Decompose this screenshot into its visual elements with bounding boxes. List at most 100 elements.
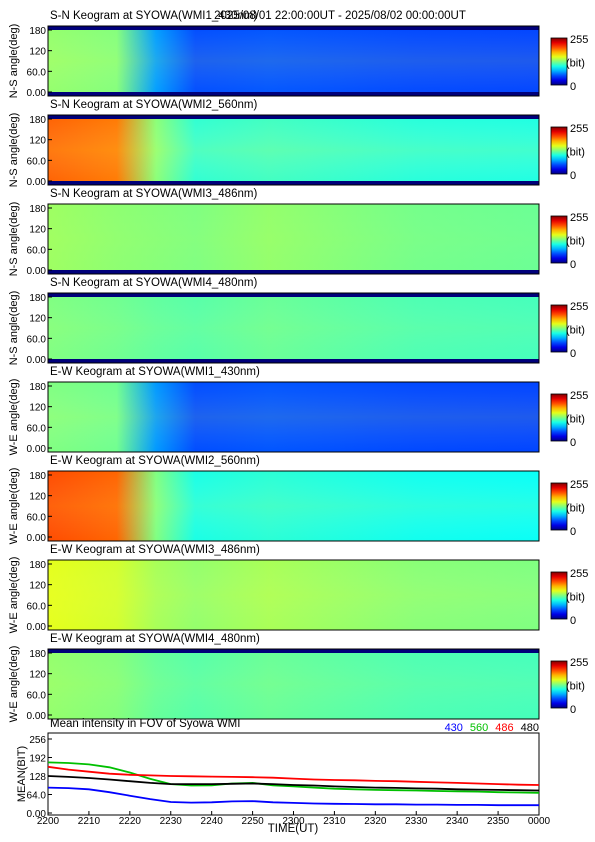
keogram-ylabel: W-E angle(deg) — [8, 379, 20, 456]
y-tick-label: 0.00 — [27, 444, 47, 455]
y-tick-label: 180 — [29, 293, 46, 304]
colorbar-unit-label: (bit) — [566, 147, 585, 159]
y-tick-label: 256 — [29, 735, 46, 746]
y-tick-label: 60.0 — [27, 334, 47, 345]
y-tick-label: 60.0 — [27, 423, 47, 434]
time-range-header: 2025/08/01 22:00:00UT - 2025/08/02 00:00… — [214, 10, 466, 22]
colorbar-max-label: 255 — [570, 390, 588, 402]
chart-legend: 480 486 560 430 — [445, 722, 539, 734]
series-line-480 — [47, 775, 540, 792]
keogram-frame — [47, 470, 540, 542]
keogram-edge-band — [48, 649, 539, 653]
keogram-ylabel: N-S angle(deg) — [8, 113, 20, 188]
colorbar — [550, 571, 568, 620]
y-tick-label: 180 — [29, 649, 46, 660]
colorbar-max-label: 255 — [570, 301, 588, 313]
series-line-430 — [47, 786, 539, 807]
colorbar-min-label: 0 — [570, 348, 576, 360]
keogram-title: S-N Keogram at SYOWA(WMI2_560nm) — [50, 99, 257, 111]
colorbar-max-label: 255 — [570, 479, 588, 491]
keogram-panel: S-N Keogram at SYOWA(WMI4_480nm) 180 120 60… — [8, 277, 588, 366]
keogram-shading — [48, 115, 539, 185]
y-tick-label: 60.0 — [27, 601, 47, 612]
y-tick-label: 192 — [29, 754, 46, 765]
keogram-frame — [47, 381, 540, 453]
x-tick-label: 2320 — [364, 816, 387, 827]
colorbar-min-label: 0 — [570, 170, 576, 182]
keogram-title: S-N Keogram at SYOWA(WMI3_486nm) — [50, 188, 257, 200]
colorbar — [550, 37, 568, 86]
keogram-panel: E-W Keogram at SYOWA(WMI3_486nm) 180 120 60… — [8, 544, 588, 633]
y-tick-label: 120 — [29, 47, 46, 58]
y-tick-label: 64.0 — [27, 791, 47, 802]
keogram-edge-band — [48, 92, 539, 96]
colorbar-max-label: 255 — [570, 568, 588, 580]
y-axis-label: MEAN(BIT) — [16, 746, 28, 802]
colorbar-min-label: 0 — [570, 615, 576, 627]
x-tick-label: 2300 — [282, 816, 305, 827]
x-tick-label: 2210 — [78, 816, 101, 827]
colorbar — [550, 660, 568, 709]
x-tick-label: 2220 — [119, 816, 142, 827]
y-tick-label: 180 — [29, 115, 46, 126]
keogram-title: E-W Keogram at SYOWA(WMI2_560nm) — [50, 455, 260, 467]
keogram-frame — [47, 292, 540, 364]
colorbar-unit-label: (bit) — [566, 325, 585, 337]
keogram-panel: E-W Keogram at SYOWA(WMI1_430nm) 180 120 60… — [8, 366, 588, 455]
colorbar-unit-label: (bit) — [566, 58, 585, 70]
colorbar-min-label: 0 — [570, 259, 576, 271]
keogram-edge-band — [48, 26, 539, 30]
x-axis: 2200 2210 2220 2230 2240 2250 2300 2310 2320 2330… — [37, 811, 551, 827]
colorbar-max-label: 255 — [570, 34, 588, 46]
x-tick-label: 2240 — [201, 816, 224, 827]
colorbar — [550, 215, 568, 264]
y-tick-label: 128 — [29, 772, 46, 783]
x-tick-label: 2250 — [241, 816, 264, 827]
y-tick-label: 0.00 — [27, 266, 47, 277]
y-tick-label: 180 — [29, 560, 46, 571]
x-tick-label: 2230 — [160, 816, 183, 827]
x-tick-label: 0000 — [528, 816, 551, 827]
keogram-ylabel: W-E angle(deg) — [8, 646, 20, 723]
colorbar-min-label: 0 — [570, 704, 576, 716]
y-tick-label: 180 — [29, 382, 46, 393]
keogram-edge-band — [48, 115, 539, 119]
colorbar-min-label: 0 — [570, 81, 576, 93]
colorbar-max-label: 255 — [570, 657, 588, 669]
y-tick-label: 120 — [29, 225, 46, 236]
y-tick-label: 180 — [29, 204, 46, 215]
y-tick-label: 120 — [29, 492, 46, 503]
colorbar — [550, 482, 568, 531]
series-line-560 — [47, 761, 540, 794]
colorbar-unit-label: (bit) — [566, 236, 585, 248]
colorbar-unit-label: (bit) — [566, 681, 585, 693]
keogram-frame — [47, 559, 540, 631]
keogram-title: S-N Keogram at SYOWA(WMI4_480nm) — [50, 277, 257, 289]
legend-entry-560: 560 — [470, 722, 488, 734]
keogram-frame — [47, 114, 540, 186]
y-tick-label: 60.0 — [27, 156, 47, 167]
y-tick-label: 120 — [29, 403, 46, 414]
colorbar-max-label: 255 — [570, 123, 588, 135]
x-tick-label: 2350 — [487, 816, 510, 827]
keogram-panels: S-N Keogram at SYOWA(WMI1_430nm) 180 120 60… — [8, 10, 588, 722]
keogram-shading — [48, 382, 539, 452]
y-tick-label: 60.0 — [27, 67, 47, 78]
colorbar-unit-label: (bit) — [566, 592, 585, 604]
legend-entry-430: 430 — [445, 722, 463, 734]
x-tick-label: 2330 — [405, 816, 428, 827]
y-tick-label: 0.00 — [27, 622, 47, 633]
y-tick-label: 0.00 — [27, 533, 47, 544]
y-tick-label: 0.00 — [27, 809, 47, 820]
series-lines — [47, 761, 540, 807]
x-tick-label: 2340 — [446, 816, 469, 827]
y-tick-label: 0.00 — [27, 355, 47, 366]
x-tick-label: 2200 — [37, 816, 60, 827]
keogram-frame — [47, 648, 540, 720]
y-tick-label: 60.0 — [27, 512, 47, 523]
y-tick-label: 120 — [29, 314, 46, 325]
y-tick-label: 60.0 — [27, 245, 47, 256]
colorbar-min-label: 0 — [570, 526, 576, 538]
keogram-frame — [47, 203, 540, 275]
